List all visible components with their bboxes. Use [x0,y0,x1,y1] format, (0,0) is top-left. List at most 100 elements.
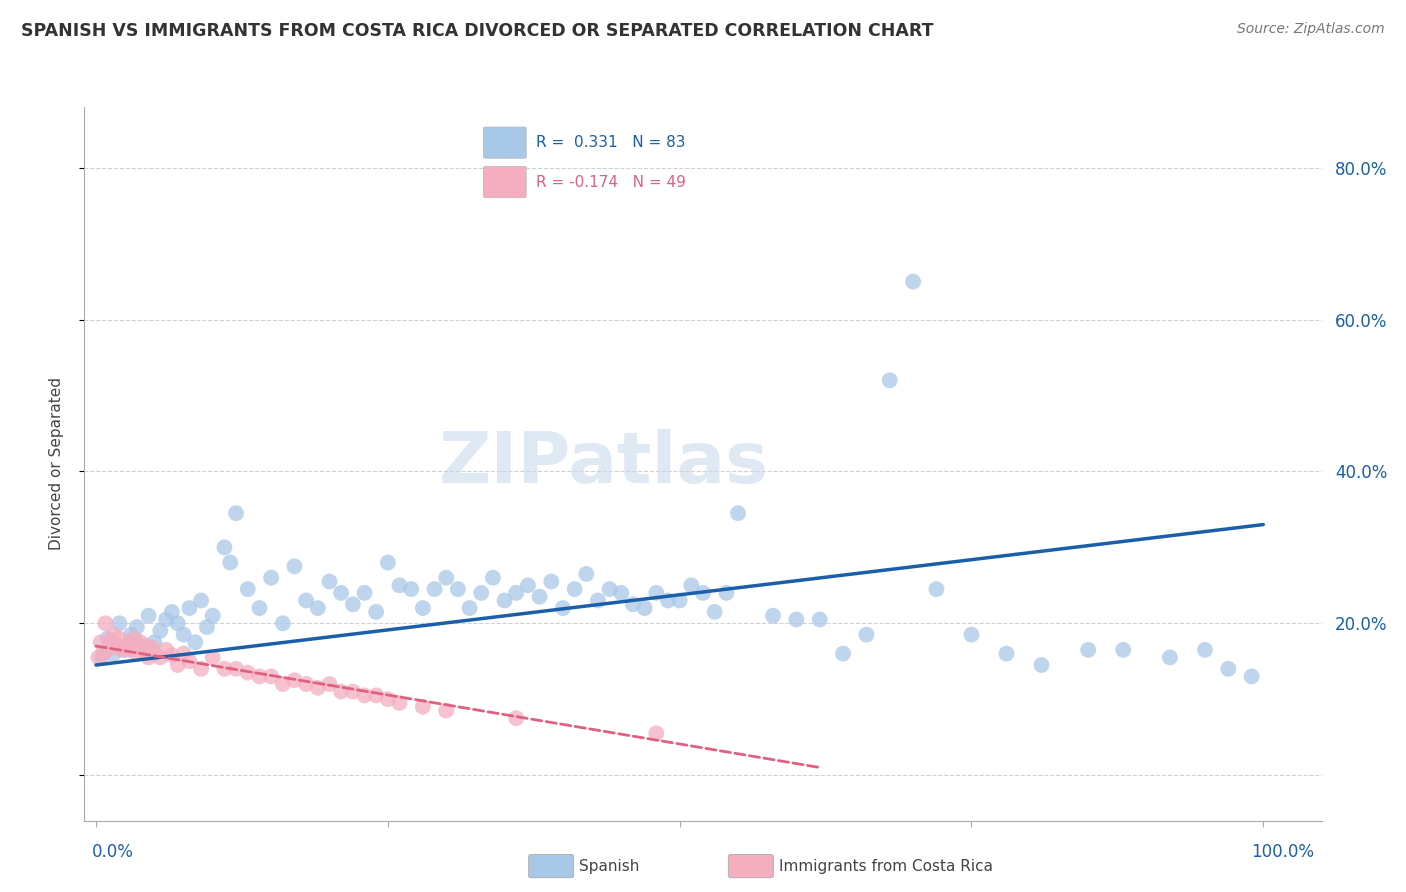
Point [179,654,201,668]
Point [785,612,807,626]
Point [377,692,399,706]
Point [692,586,714,600]
Point [141,640,163,655]
Point [173,647,195,661]
Point [505,711,527,725]
Point [434,704,457,718]
Point [103,627,125,641]
Point [114,639,136,653]
Point [124,632,146,646]
Point [423,582,446,596]
Point [249,601,271,615]
Point [173,627,195,641]
Point [138,650,160,665]
Point [505,586,527,600]
Point [482,571,505,585]
Point [621,597,644,611]
Point [808,612,831,626]
Point [516,578,538,592]
Point [108,616,131,631]
Point [366,689,388,703]
Point [105,639,128,653]
Point [155,612,177,626]
Point [716,586,738,600]
Text: Source: ZipAtlas.com: Source: ZipAtlas.com [1237,22,1385,37]
Point [90,635,112,649]
Text: Spanish: Spanish [579,859,640,873]
Point [762,608,785,623]
Point [1159,650,1181,665]
Point [330,586,353,600]
Point [1240,669,1263,683]
Point [149,624,172,638]
Point [307,681,329,695]
Point [388,578,411,592]
Point [668,593,690,607]
Point [586,593,609,607]
Point [195,620,218,634]
Point [179,601,201,615]
Point [97,643,120,657]
Point [412,601,434,615]
Point [214,541,236,555]
Point [599,582,621,596]
Point [97,632,120,646]
Point [633,601,655,615]
Text: ZIPatlas: ZIPatlas [439,429,769,499]
Point [125,620,148,634]
Point [111,643,134,657]
Point [87,650,110,665]
Point [108,632,131,646]
Point [271,616,294,631]
Point [879,373,901,387]
Point [458,601,481,615]
Point [540,574,562,589]
Point [832,647,855,661]
Point [160,605,183,619]
Point [342,684,364,698]
Point [120,643,142,657]
Point [610,586,633,600]
Point [236,665,259,680]
Point [318,574,340,589]
Point [645,726,668,740]
Point [249,669,271,683]
Text: SPANISH VS IMMIGRANTS FROM COSTA RICA DIVORCED OR SEPARATED CORRELATION CHART: SPANISH VS IMMIGRANTS FROM COSTA RICA DI… [21,22,934,40]
Point [307,601,329,615]
Text: 0.0%: 0.0% [91,843,134,861]
Point [114,643,136,657]
Point [166,658,188,673]
Point [236,582,259,596]
Point [330,684,353,698]
Point [132,639,155,653]
Point [120,627,142,641]
Point [129,635,152,649]
Point [657,593,679,607]
Point [1218,662,1240,676]
Point [90,650,112,665]
Point [201,650,224,665]
Point [342,597,364,611]
Point [494,593,516,607]
Point [1077,643,1099,657]
Point [727,506,749,520]
Point [103,647,125,661]
Point [434,571,457,585]
Text: Immigrants from Costa Rica: Immigrants from Costa Rica [779,859,993,873]
Point [271,677,294,691]
Point [366,605,388,619]
Point [283,559,305,574]
Point [132,643,155,657]
Point [118,635,141,649]
Point [94,616,117,631]
Point [377,556,399,570]
Point [135,639,157,653]
Point [529,590,551,604]
Point [155,643,177,657]
Point [564,582,586,596]
Point [190,593,212,607]
Point [160,648,183,662]
Point [91,647,114,661]
Point [283,673,305,688]
Point [201,608,224,623]
